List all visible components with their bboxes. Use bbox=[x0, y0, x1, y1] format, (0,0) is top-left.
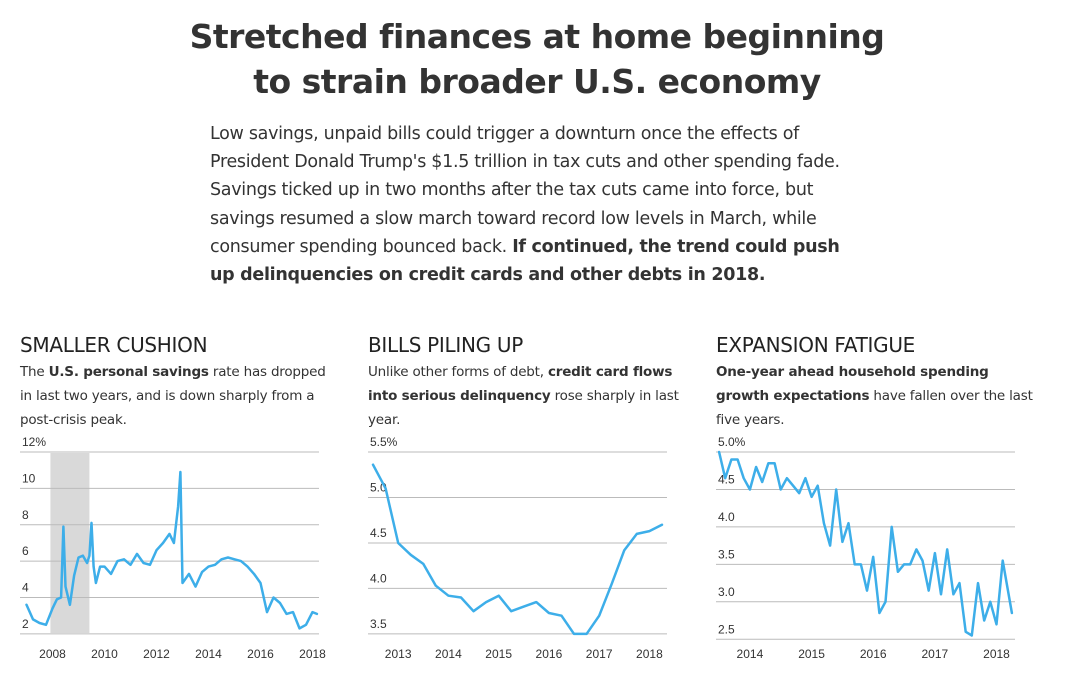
panel-spending-expectations: EXPANSION FATIGUE One-year ahead househo… bbox=[716, 330, 1036, 432]
panel-title: SMALLER CUSHION bbox=[20, 333, 208, 357]
desc-post: rate has dropped in last two years, and … bbox=[20, 364, 326, 428]
x-tick-label: 2016 bbox=[860, 647, 887, 661]
series-line bbox=[717, 450, 1014, 637]
x-tick-label: 2016 bbox=[247, 647, 274, 661]
y-tick-label: 2 bbox=[22, 617, 29, 631]
panel-savings: SMALLER CUSHION The U.S. personal saving… bbox=[20, 330, 340, 432]
x-tick-label: 2008 bbox=[39, 647, 66, 661]
x-tick-label: 2012 bbox=[143, 647, 170, 661]
x-tick-label: 2017 bbox=[922, 647, 949, 661]
x-tick-label: 2018 bbox=[299, 647, 326, 661]
y-tick-label: 8 bbox=[22, 508, 29, 522]
x-tick-label: 2010 bbox=[91, 647, 118, 661]
credit-card-delinquency-chart: 3.54.04.55.05.5%2013 2014 2015 2016 2017 2018 bbox=[368, 435, 667, 661]
panel-description: The U.S. personal savings rate has dropp… bbox=[20, 360, 340, 432]
desc-pre: The bbox=[20, 364, 49, 380]
x-tick-label: 2018 bbox=[983, 647, 1010, 661]
y-tick-label: 3.5 bbox=[370, 617, 387, 631]
intro-paragraph: Low savings, unpaid bills could trigger … bbox=[210, 120, 860, 289]
panel-title: EXPANSION FATIGUE bbox=[716, 333, 916, 357]
y-tick-label: 4.0 bbox=[370, 571, 387, 585]
desc-post: rose sharply in last year. bbox=[368, 388, 679, 428]
y-tick-label: 5.0% bbox=[718, 435, 746, 449]
desc-post: have fallen over the last five years. bbox=[716, 388, 1033, 428]
intro-text: Low savings, unpaid bills could trigger … bbox=[210, 124, 840, 257]
headline: Stretched finances at home beginning to … bbox=[0, 14, 1074, 104]
y-tick-label: 3.5 bbox=[718, 547, 735, 561]
x-tick-label: 2018 bbox=[636, 647, 663, 661]
x-tick-label: 2016 bbox=[536, 647, 563, 661]
panel-description: Unlike other forms of debt, credit card … bbox=[368, 360, 688, 432]
y-tick-label: 5.5% bbox=[370, 435, 398, 449]
x-tick-label: 2014 bbox=[195, 647, 222, 661]
x-tick-label: 2013 bbox=[385, 647, 412, 661]
y-tick-label: 10 bbox=[22, 471, 36, 485]
y-tick-label: 4 bbox=[22, 581, 29, 595]
y-tick-label: 6 bbox=[22, 544, 29, 558]
x-tick-label: 2014 bbox=[435, 647, 462, 661]
desc-bold: One-year ahead household spending growth… bbox=[716, 364, 989, 404]
desc-pre: Unlike other forms of debt, bbox=[368, 364, 548, 380]
desc-bold: credit card flows into serious delinquen… bbox=[368, 364, 673, 404]
series-line bbox=[25, 470, 319, 630]
y-tick-label: 12% bbox=[22, 435, 46, 449]
y-tick-label: 4.0 bbox=[718, 510, 735, 524]
spending-expectations-chart: 2.5 3.0 3.5 4.0 4.5 5.0% 2014 2015 2016 2017 2018 bbox=[716, 435, 1015, 661]
panel-description: One-year ahead household spending growth… bbox=[716, 360, 1036, 432]
panel-delinquency: BILLS PILING UP Unlike other forms of de… bbox=[368, 330, 688, 432]
headline-line-1: Stretched finances at home beginning bbox=[189, 17, 885, 56]
panel-title: BILLS PILING UP bbox=[368, 333, 523, 357]
y-tick-label: 2.5 bbox=[718, 622, 735, 636]
y-tick-label: 3.0 bbox=[718, 585, 735, 599]
headline-line-2: to strain broader U.S. economy bbox=[253, 62, 821, 101]
series-line bbox=[371, 463, 664, 636]
y-tick-label: 4.5 bbox=[718, 472, 735, 486]
x-tick-label: 2015 bbox=[798, 647, 825, 661]
intro-bold-text: If continued, the trend could push up de… bbox=[210, 236, 840, 286]
x-tick-label: 2017 bbox=[586, 647, 613, 661]
y-tick-label: 4.5 bbox=[370, 526, 387, 540]
savings-rate-chart: 2 4 6 8 10 12% 2008 2010 2012 2014 2016 2018 bbox=[20, 435, 326, 661]
x-tick-label: 2015 bbox=[485, 647, 512, 661]
x-tick-label: 2014 bbox=[737, 647, 764, 661]
desc-bold: U.S. personal savings bbox=[48, 364, 209, 380]
